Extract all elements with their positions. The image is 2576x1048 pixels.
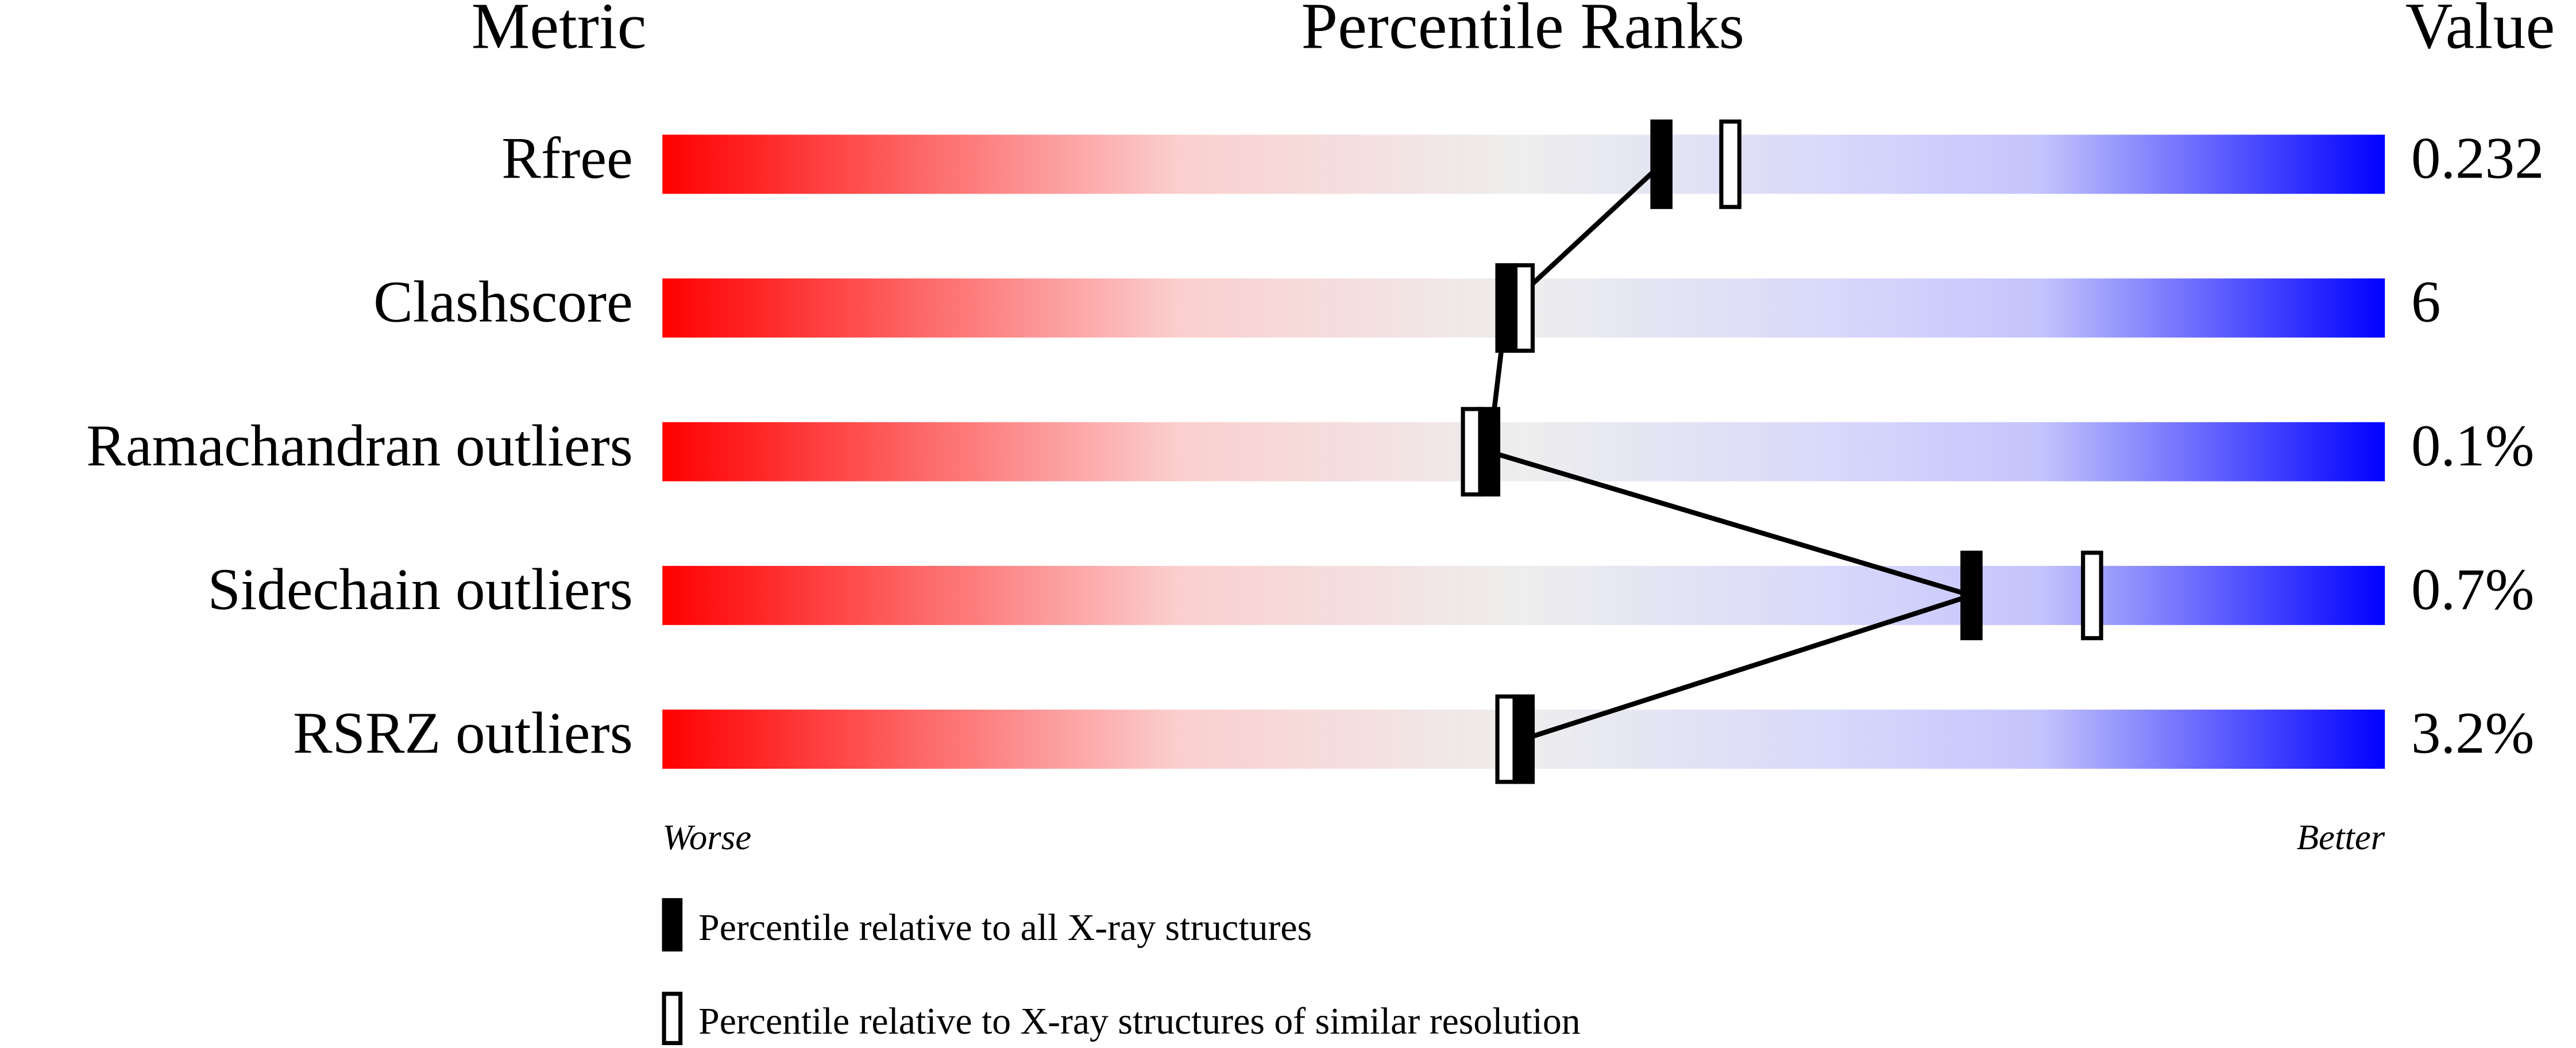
metric-label: Clashscore bbox=[373, 269, 633, 335]
open-marker bbox=[1719, 119, 1741, 209]
percentile-bar bbox=[662, 422, 2385, 481]
metric-value: 0.7% bbox=[2411, 557, 2534, 622]
legend-marker bbox=[662, 992, 683, 1045]
metric-value: 6 bbox=[2411, 269, 2440, 335]
percentile-bar bbox=[662, 565, 2385, 625]
filled-marker bbox=[1478, 407, 1501, 497]
value-header: Value bbox=[2405, 0, 2555, 62]
metric-value: 0.1% bbox=[2411, 413, 2534, 479]
metric-label: Rfree bbox=[501, 126, 633, 191]
filled-marker bbox=[1495, 263, 1518, 353]
legend-label: Percentile relative to all X-ray structu… bbox=[698, 907, 1312, 949]
metric-header: Metric bbox=[472, 0, 647, 62]
metric-label: RSRZ outliers bbox=[293, 700, 633, 766]
legend-marker bbox=[662, 898, 683, 952]
percentile-bar bbox=[662, 134, 2385, 194]
metric-value: 3.2% bbox=[2411, 700, 2534, 766]
worse-label: Worse bbox=[662, 817, 751, 857]
metric-value: 0.232 bbox=[2411, 126, 2544, 191]
ranks-header: Percentile Ranks bbox=[1301, 0, 1745, 62]
metric-label: Sidechain outliers bbox=[208, 557, 633, 622]
filled-marker bbox=[1960, 550, 1983, 641]
filled-marker bbox=[1650, 119, 1673, 209]
open-marker bbox=[1495, 694, 1518, 784]
metric-label: Ramachandran outliers bbox=[86, 413, 633, 479]
better-label: Better bbox=[2297, 817, 2385, 857]
open-marker bbox=[2081, 550, 2103, 641]
legend-label: Percentile relative to X-ray structures … bbox=[698, 1000, 1581, 1042]
filled-marker bbox=[1512, 694, 1535, 784]
